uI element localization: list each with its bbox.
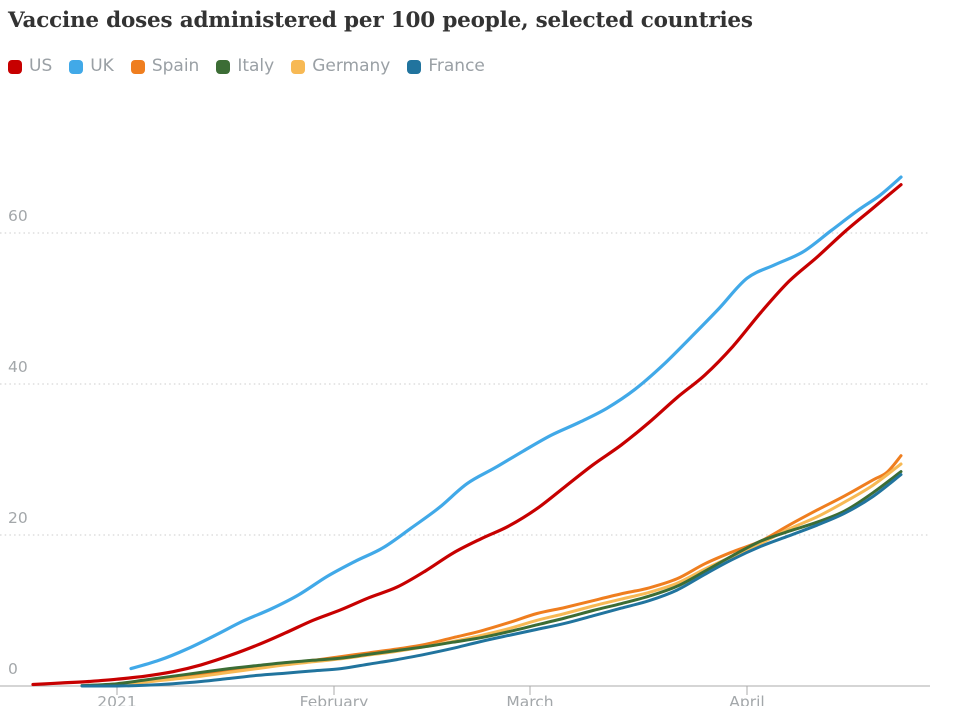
- y-axis-tick-label: 40: [8, 358, 28, 376]
- legend-label: UK: [90, 56, 114, 76]
- legend-label: Spain: [151, 56, 200, 76]
- series-line-france: [80, 473, 903, 688]
- legend-swatch-icon: [407, 59, 422, 74]
- series-line-uk: [129, 175, 903, 671]
- chart-legend: US UK Spain Italy Germany France: [8, 58, 485, 75]
- y-axis-tick-label: 0: [8, 660, 18, 678]
- legend-item-germany: Germany: [291, 58, 390, 75]
- legend-label: US: [29, 56, 53, 76]
- x-axis-tick-label: April: [729, 693, 764, 706]
- legend-swatch-icon: [291, 59, 306, 74]
- x-axis-tick-label: 2021: [97, 693, 136, 706]
- series-line-italy: [80, 470, 903, 688]
- legend-item-italy: Italy: [216, 58, 274, 75]
- legend-swatch-icon: [8, 59, 22, 74]
- legend-label: Italy: [237, 56, 275, 76]
- legend-label: France: [428, 56, 485, 76]
- legend-item-uk: UK: [69, 58, 114, 75]
- legend-swatch-icon: [69, 59, 84, 74]
- legend-label: Germany: [312, 56, 391, 76]
- x-axis-tick-label: March: [506, 693, 553, 706]
- series-line-spain: [80, 454, 903, 688]
- series-line-germany: [80, 462, 903, 688]
- legend-item-us: US: [8, 58, 52, 75]
- legend-swatch-icon: [130, 59, 145, 74]
- legend-item-france: France: [407, 58, 485, 75]
- x-axis-tick-label: February: [300, 693, 369, 706]
- y-axis-tick-label: 20: [8, 509, 28, 527]
- legend-swatch-icon: [216, 59, 231, 74]
- y-axis-tick-label: 60: [8, 207, 28, 225]
- legend-item-spain: Spain: [130, 56, 200, 76]
- series-line-us: [31, 183, 903, 687]
- chart-title: Vaccine doses administered per 100 peopl…: [8, 8, 753, 33]
